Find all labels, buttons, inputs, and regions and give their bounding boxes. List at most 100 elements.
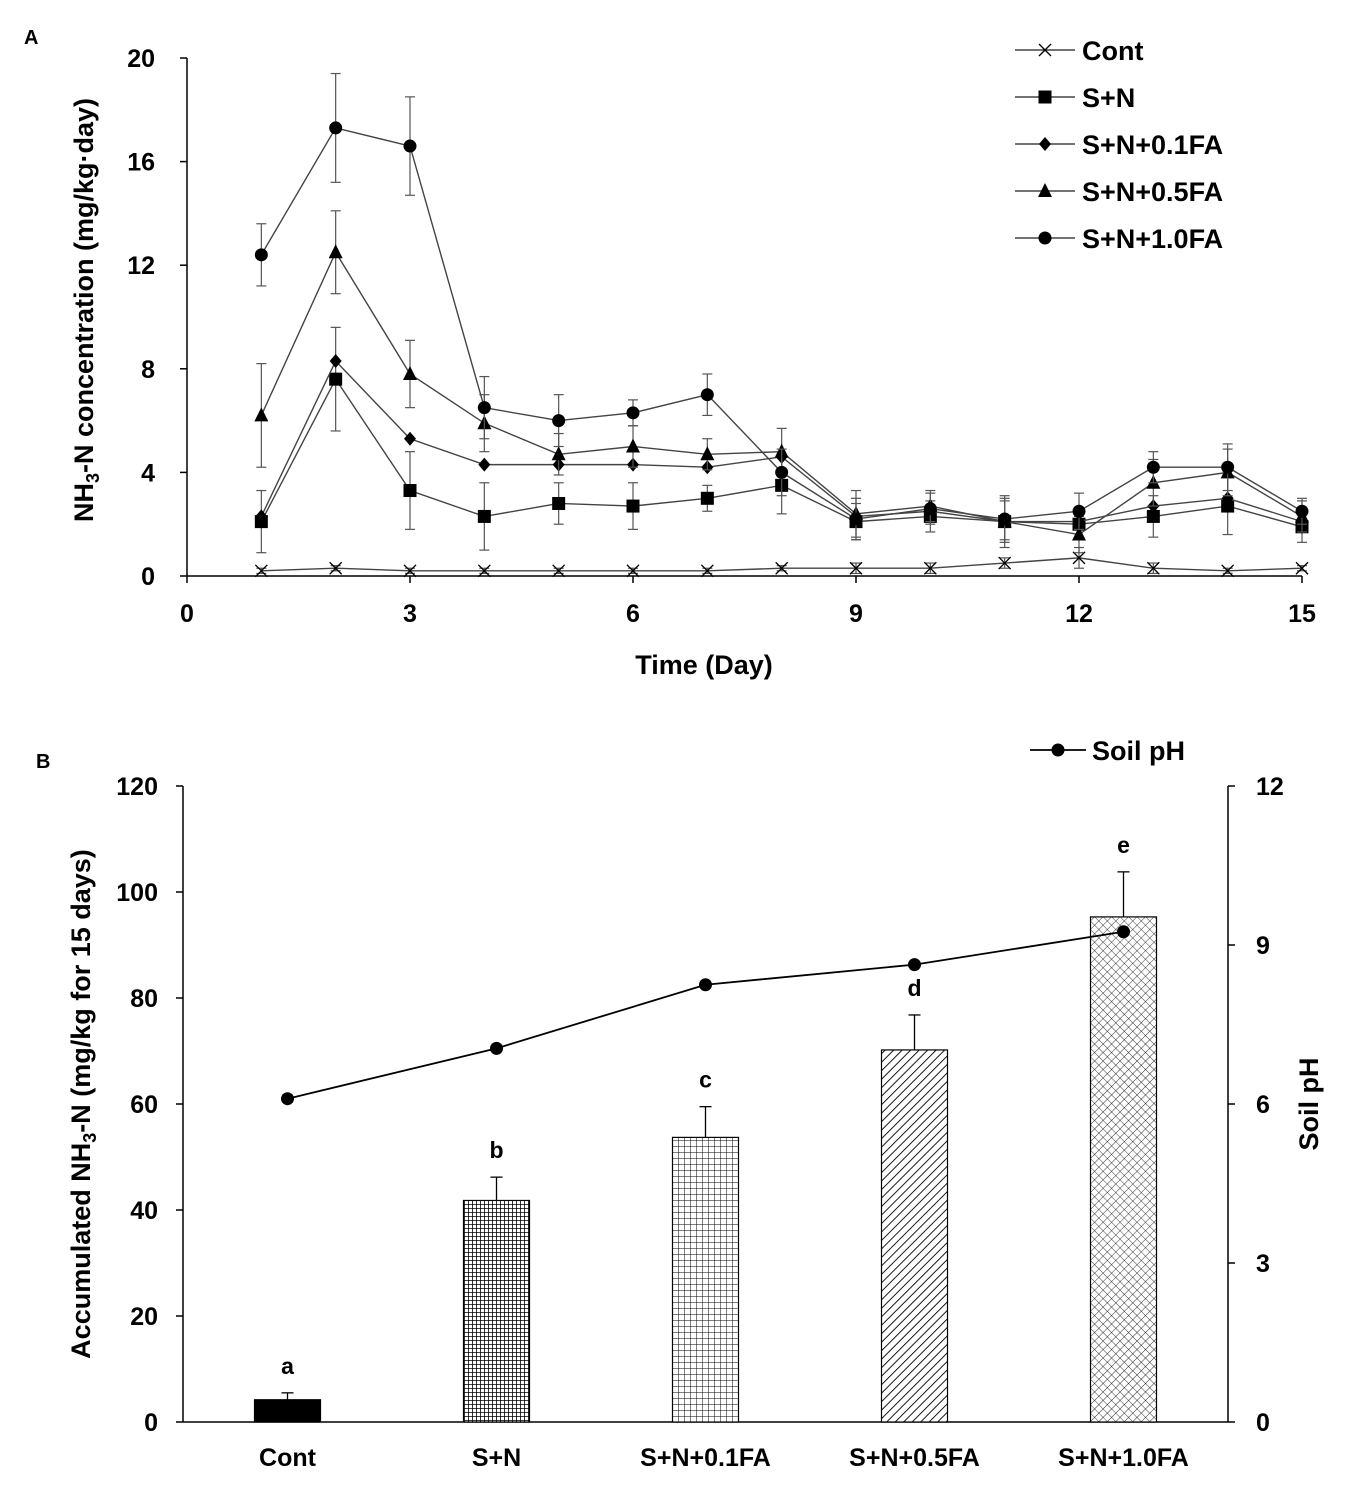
legend-label: S+N+1.0FA (1082, 224, 1223, 254)
panel-b-y-tick-label: 80 (130, 985, 158, 1013)
panel-b-y-ticks: 0 20 40 60 80 100 120 (116, 773, 183, 1437)
data-point (254, 564, 268, 578)
data-point-shape (478, 457, 491, 472)
legend-marker (1038, 183, 1052, 197)
data-point (477, 401, 491, 415)
data-point (923, 502, 937, 516)
data-point (700, 491, 714, 505)
data-point-shape (1072, 504, 1086, 518)
panel-b-y-label-suffix: -N (mg/kg for 15 days) (66, 849, 96, 1133)
bar-group: e (1089, 832, 1158, 1423)
data-point-stroke-2 (477, 564, 491, 578)
panel-b-y-label-prefix: Accumulated NH (66, 1143, 96, 1359)
panel-b: B 0 20 40 60 80 100 120 0 3 6 9 12 a b c d e Cont S+N S+… (36, 736, 1324, 1472)
category-label: Cont (259, 1444, 317, 1472)
data-point-stroke-2 (923, 561, 937, 575)
data-point-shape (923, 502, 937, 516)
significance-letter: c (699, 1067, 712, 1093)
panel-a-y-axis-label: NH3-N concentration (mg/kg·day) (69, 98, 103, 522)
data-point-shape (1295, 504, 1309, 518)
panel-a-x-tick-label: 15 (1288, 600, 1316, 628)
panel-b-y-tick-label: 100 (116, 879, 158, 907)
data-point-stroke-2 (1146, 561, 1160, 575)
data-point-shape (551, 446, 566, 461)
data-point-shape (849, 512, 863, 526)
panel-a-y-tick-label: 16 (127, 149, 155, 177)
data-point (254, 248, 268, 262)
panel-a-x-tick-label: 3 (403, 600, 417, 628)
data-point-stroke-2 (700, 564, 714, 578)
category-label: S+N+0.5FA (849, 1444, 980, 1472)
data-point (477, 564, 491, 578)
legend-item: Cont (1015, 36, 1143, 66)
ph-point (1117, 925, 1130, 939)
data-point (923, 561, 937, 575)
bar (880, 1049, 949, 1423)
data-point-shape (403, 484, 417, 498)
data-point-stroke-2 (775, 561, 789, 575)
data-point-stroke-2 (998, 556, 1012, 570)
data-point-stroke-2 (849, 561, 863, 575)
data-point (329, 354, 342, 369)
data-point (626, 406, 640, 420)
panel-a-y-label-suffix: -N concentration (mg/kg·day) (69, 98, 99, 473)
panel-b-y-tick-label: 20 (130, 1303, 158, 1331)
panel-a-x-tick-label: 9 (849, 600, 863, 628)
panel-b-legend: Soil pH (1030, 736, 1185, 766)
data-point (700, 446, 715, 461)
ph-point (699, 978, 712, 992)
data-point (329, 121, 343, 135)
bar-group: d (880, 975, 949, 1423)
data-point-shape (1221, 499, 1235, 513)
data-point (1221, 460, 1235, 474)
panel-a-series (254, 72, 1309, 578)
data-point (404, 431, 416, 446)
panel-b-y-label-sub: 3 (80, 1133, 100, 1143)
significance-letter: a (281, 1353, 294, 1379)
data-point (478, 457, 491, 472)
data-point-shape (700, 446, 715, 461)
panel-b-y-tick-label: 120 (116, 773, 158, 801)
legend-label: Cont (1082, 36, 1143, 66)
data-point-shape (329, 354, 342, 369)
panel-a-label: A (24, 27, 38, 49)
data-point (849, 512, 863, 526)
legend-item: S+N+0.1FA (1015, 130, 1223, 160)
panel-b-y2-ticks: 0 3 6 9 12 (1228, 773, 1284, 1437)
panel-b-x-tick-labels: Cont S+N S+N+0.1FA S+N+0.5FA S+N+1.0FA (259, 1444, 1189, 1472)
data-point-stroke-2 (1072, 551, 1086, 565)
bar (462, 1199, 531, 1423)
series-S+N+1.0FA (254, 72, 1309, 541)
data-point-stroke-2 (329, 561, 343, 575)
panel-a-x-axis-label: Time (Day) (635, 650, 773, 680)
category-label: S+N+1.0FA (1058, 1444, 1189, 1472)
data-point-shape (626, 499, 640, 513)
bar (671, 1136, 740, 1423)
data-point-shape (552, 414, 566, 428)
data-point-shape (329, 121, 343, 135)
legend-item: S+N (1015, 83, 1135, 113)
data-point (849, 561, 863, 575)
panel-b-y-axis-label: Accumulated NH3-N (mg/kg for 15 days) (66, 849, 100, 1359)
data-point (1072, 526, 1086, 541)
bar-group: c (671, 1067, 740, 1423)
significance-letter: e (1117, 832, 1130, 858)
panel-b-y2-tick-label: 0 (1256, 1409, 1270, 1437)
legend-label: S+N+0.1FA (1082, 130, 1223, 160)
data-point (1146, 460, 1160, 474)
data-point-shape (1221, 491, 1234, 506)
panel-b-y-tick-label: 60 (130, 1091, 158, 1119)
data-point-shape (477, 509, 491, 523)
legend-marker-shape (1038, 231, 1052, 245)
data-point-stroke-2 (626, 564, 640, 578)
data-point (329, 372, 343, 386)
data-point (626, 564, 640, 578)
data-point-shape (403, 365, 417, 380)
data-point (775, 561, 789, 575)
legend-marker (1038, 90, 1052, 104)
data-point-shape (477, 401, 491, 415)
data-point-shape (254, 248, 268, 262)
